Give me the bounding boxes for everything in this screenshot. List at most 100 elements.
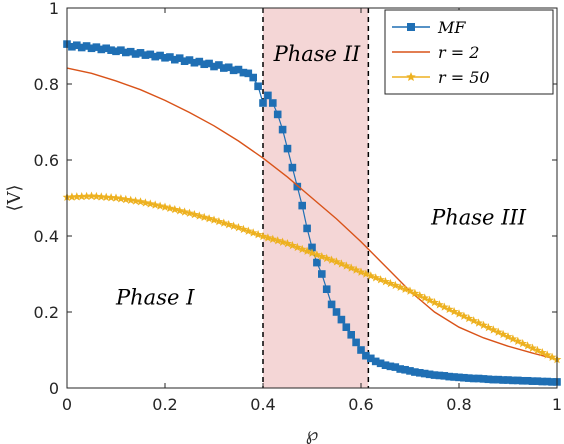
series-3-point — [155, 201, 165, 210]
series-1-point — [73, 41, 81, 50]
series-1-point — [514, 376, 522, 385]
series-3-point — [464, 313, 474, 323]
series-1-point — [175, 54, 184, 62]
series-3-point — [121, 194, 131, 204]
series-3-point — [77, 191, 87, 201]
series-3-point — [537, 348, 547, 357]
series-1-point — [548, 378, 556, 386]
series-3-point — [390, 280, 400, 290]
series-1-point — [420, 369, 429, 378]
series-1-point — [77, 43, 86, 52]
series-3-point — [400, 284, 410, 293]
series-3-point — [439, 302, 449, 311]
series-1-point — [215, 61, 223, 69]
series-1-point — [533, 377, 542, 385]
x-tick-label: 1 — [552, 395, 562, 414]
series-3-point — [523, 341, 532, 350]
legend-label-2: r = 2 — [438, 43, 479, 62]
series-3-point — [248, 228, 258, 237]
series-3-point — [547, 352, 557, 361]
series-3-point — [283, 239, 292, 248]
series-3-point — [327, 255, 336, 264]
series-1-point — [264, 91, 272, 100]
series-3-point — [239, 224, 248, 234]
series-3-point — [508, 334, 518, 343]
series-1-point — [87, 44, 96, 53]
series-1-point — [97, 45, 106, 54]
series-3-point — [116, 194, 126, 203]
series-3-point — [204, 214, 214, 223]
series-1-point — [371, 357, 380, 366]
series-3-point — [474, 318, 483, 327]
series-1-point — [107, 46, 115, 54]
series-1-point — [259, 99, 267, 107]
series-3-point — [219, 218, 229, 227]
series-3-point — [405, 286, 415, 295]
phase-label-1: Phase I — [115, 285, 195, 309]
series-1-point — [166, 53, 174, 61]
series-1-point — [190, 58, 199, 67]
series-1-point — [126, 47, 135, 56]
series-3-point — [381, 277, 390, 286]
series-3-point — [341, 261, 351, 270]
series-3-point — [479, 320, 488, 330]
series-1-point — [327, 300, 336, 309]
legend-marker-3 — [406, 72, 416, 82]
series-3-point — [361, 269, 371, 278]
series-2-line — [66, 67, 558, 361]
series-3-point — [386, 278, 395, 288]
series-1-point — [156, 51, 164, 60]
series-1-point — [342, 323, 351, 331]
phase-ii-shaded-region — [263, 8, 369, 388]
series-3-point — [175, 206, 185, 215]
series-3-point — [150, 200, 160, 209]
series-1-point — [484, 375, 493, 384]
series-1-point — [465, 374, 473, 382]
series-1-point — [367, 354, 375, 363]
series-3-point — [229, 221, 238, 230]
shaded-region-layer — [263, 8, 369, 388]
series-1-point — [195, 57, 204, 66]
series-1-point — [136, 49, 145, 57]
series-3-point — [67, 192, 77, 201]
series-3-point — [542, 350, 552, 359]
series-3-point — [194, 211, 204, 220]
series-3-point — [92, 191, 101, 201]
series-1-point — [474, 374, 483, 383]
y-axis-label: ⟨V⟩ — [4, 184, 25, 211]
series-1-point — [318, 270, 326, 278]
series-3-point — [126, 195, 136, 204]
series-3-point — [484, 322, 493, 332]
series-3-point — [307, 248, 317, 257]
series-1-point — [352, 338, 360, 347]
series-3-point — [131, 196, 140, 205]
series-1-point — [538, 377, 547, 386]
series-1-point — [112, 47, 120, 56]
series-3-point — [312, 250, 322, 259]
series-1-point — [381, 361, 390, 369]
series-1-point — [308, 243, 316, 252]
series-1-point — [92, 43, 101, 51]
series-3-point — [72, 192, 82, 201]
series-1-point — [391, 363, 400, 371]
series-3-point — [420, 293, 430, 302]
series-1-point — [543, 377, 551, 386]
series-1-point — [210, 62, 218, 71]
series-3-point — [528, 343, 537, 352]
series-3-point — [449, 307, 459, 316]
series-3-point — [111, 193, 121, 202]
series-1-point — [273, 110, 282, 119]
series-3-point — [351, 265, 361, 274]
series-1-point — [278, 125, 287, 134]
x-tick-label: 0.2 — [152, 395, 177, 414]
series-1-point — [249, 73, 257, 82]
series-1-point — [411, 368, 419, 376]
legend-marker-1 — [407, 23, 415, 31]
series-1-point — [430, 371, 439, 379]
series-3-point — [258, 231, 268, 241]
series-3-point — [253, 230, 263, 239]
series-3-point — [278, 237, 287, 246]
series-1-point — [518, 376, 527, 385]
series-3-point — [292, 242, 302, 252]
series-3-point — [243, 226, 253, 235]
